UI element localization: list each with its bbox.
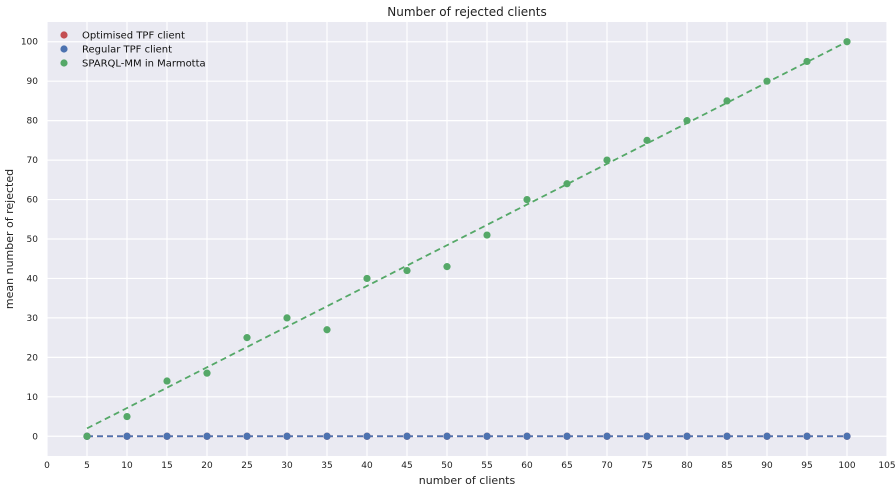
x-tick-label: 95: [801, 461, 812, 471]
x-tick-label: 65: [561, 461, 572, 471]
point-regular-tpf-client: [523, 432, 531, 440]
x-ticks: 0 5 10 15 20 25 30 35 40 45 50 55 60 65 70 75 80 85 90 95 10…: [44, 461, 895, 471]
x-tick-label: 5: [84, 461, 90, 471]
x-tick-label: 60: [521, 461, 533, 471]
point-sparql-mm-in-marmotta: [83, 432, 91, 440]
legend-marker: [60, 31, 68, 39]
legend-label: Optimised TPF client: [82, 31, 185, 42]
y-tick-label: 40: [27, 274, 39, 284]
y-tick-label: 90: [27, 77, 39, 87]
point-regular-tpf-client: [323, 432, 331, 440]
point-sparql-mm-in-marmotta: [803, 57, 811, 66]
x-tick-label: 75: [641, 461, 652, 471]
x-tick-label: 25: [241, 461, 252, 471]
point-regular-tpf-client: [803, 432, 811, 440]
x-tick-label: 55: [481, 461, 492, 471]
point-regular-tpf-client: [643, 432, 651, 440]
point-regular-tpf-client: [123, 432, 131, 440]
y-tick-label: 100: [21, 38, 38, 48]
point-sparql-mm-in-marmotta: [243, 334, 251, 342]
point-sparql-mm-in-marmotta: [363, 274, 371, 283]
grid: [46, 22, 888, 456]
y-tick-label: 0: [32, 432, 38, 442]
point-regular-tpf-client: [683, 432, 691, 440]
point-sparql-mm-in-marmotta: [603, 156, 611, 164]
legend-label: Regular TPF client: [82, 45, 172, 56]
legend: Optimised TPF client Regular TPF client SP…: [60, 31, 206, 70]
x-tick-label: 15: [161, 461, 172, 471]
legend-label: SPARQL-MM in Marmotta: [82, 59, 206, 70]
point-regular-tpf-client: [483, 432, 491, 440]
point-sparql-mm-in-marmotta: [523, 195, 531, 204]
x-tick-label: 0: [44, 461, 50, 471]
y-tick-label: 80: [27, 117, 39, 127]
point-regular-tpf-client: [843, 432, 851, 440]
x-tick-label: 90: [761, 461, 773, 471]
y-tick-label: 20: [27, 353, 39, 363]
x-tick-label: 85: [721, 461, 732, 471]
point-regular-tpf-client: [163, 432, 171, 440]
point-regular-tpf-client: [603, 432, 611, 440]
point-sparql-mm-in-marmotta: [163, 377, 171, 385]
point-regular-tpf-client: [763, 432, 771, 440]
point-sparql-mm-in-marmotta: [843, 38, 851, 46]
point-sparql-mm-in-marmotta: [283, 314, 291, 322]
y-tick-label: 30: [27, 314, 39, 324]
points: [83, 38, 851, 440]
trendlines: [86, 40, 848, 438]
x-tick-label: 80: [681, 461, 693, 471]
x-tick-label: 100: [838, 461, 855, 471]
point-sparql-mm-in-marmotta: [203, 369, 211, 377]
point-regular-tpf-client: [243, 432, 251, 440]
point-regular-tpf-client: [203, 432, 211, 440]
point-regular-tpf-client: [443, 432, 451, 440]
x-tick-label: 70: [601, 461, 613, 471]
x-tick-label: 45: [401, 461, 412, 471]
y-tick-label: 70: [27, 156, 39, 166]
x-tick-label: 10: [121, 461, 133, 471]
trendline-sparql-mm-in-marmotta: [86, 40, 848, 430]
legend-marker: [60, 45, 68, 53]
x-tick-label: 35: [321, 461, 332, 471]
y-axis-title: mean number of rejected: [3, 169, 16, 309]
point-sparql-mm-in-marmotta: [763, 77, 771, 85]
point-regular-tpf-client: [283, 432, 291, 440]
point-regular-tpf-client: [563, 432, 571, 440]
point-sparql-mm-in-marmotta: [443, 263, 451, 271]
point-sparql-mm-in-marmotta: [723, 97, 731, 105]
point-sparql-mm-in-marmotta: [123, 412, 131, 421]
point-sparql-mm-in-marmotta: [683, 117, 691, 125]
legend-marker: [60, 59, 68, 67]
x-tick-label: 30: [281, 461, 293, 471]
point-sparql-mm-in-marmotta: [403, 266, 411, 275]
x-tick-label: 40: [361, 461, 373, 471]
y-tick-label: 10: [27, 393, 39, 403]
point-sparql-mm-in-marmotta: [483, 231, 491, 239]
chart-title: Number of rejected clients: [387, 5, 547, 19]
point-regular-tpf-client: [403, 432, 411, 440]
y-ticks: 0 10 20 30 40 50 60 70 80 90 100: [21, 38, 38, 443]
y-tick-label: 60: [27, 196, 39, 206]
point-regular-tpf-client: [723, 432, 731, 440]
x-tick-label: 20: [201, 461, 213, 471]
point-regular-tpf-client: [363, 432, 371, 440]
x-tick-label: 50: [441, 461, 453, 471]
point-sparql-mm-in-marmotta: [643, 136, 651, 144]
point-sparql-mm-in-marmotta: [323, 326, 331, 334]
point-sparql-mm-in-marmotta: [563, 180, 571, 188]
y-tick-label: 50: [27, 235, 39, 245]
x-tick-label: 105: [878, 461, 895, 471]
x-axis-title: number of clients: [419, 474, 516, 487]
